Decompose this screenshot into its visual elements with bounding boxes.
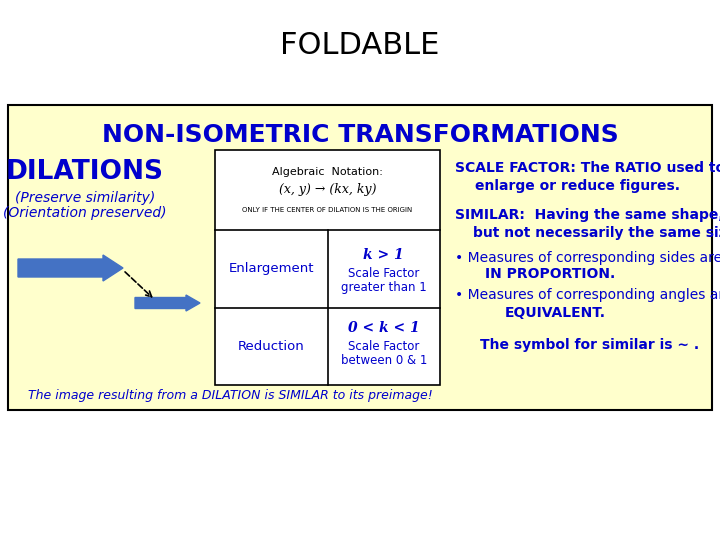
Text: SIMILAR:  Having the same shape,: SIMILAR: Having the same shape, (455, 208, 720, 222)
Text: Scale Factor: Scale Factor (348, 267, 420, 280)
Text: (Orientation preserved): (Orientation preserved) (4, 206, 167, 220)
Text: Reduction: Reduction (238, 340, 305, 353)
Text: The image resulting from a DILATION is SIMILAR to its preimage!: The image resulting from a DILATION is S… (27, 388, 433, 402)
Text: between 0 & 1: between 0 & 1 (341, 354, 427, 367)
FancyArrow shape (135, 295, 200, 311)
Text: but not necessarily the same size.: but not necessarily the same size. (473, 226, 720, 240)
Text: ONLY IF THE CENTER OF DILATION IS THE ORIGIN: ONLY IF THE CENTER OF DILATION IS THE OR… (243, 207, 413, 213)
Text: NON-ISOMETRIC TRANSFORMATIONS: NON-ISOMETRIC TRANSFORMATIONS (102, 123, 618, 147)
Text: Scale Factor: Scale Factor (348, 340, 420, 353)
Text: IN PROPORTION.: IN PROPORTION. (485, 267, 616, 281)
Text: greater than 1: greater than 1 (341, 281, 427, 294)
Text: Enlargement: Enlargement (228, 262, 314, 275)
FancyBboxPatch shape (215, 150, 440, 385)
Text: Algebraic  Notation:: Algebraic Notation: (272, 167, 383, 177)
Text: EQUIVALENT.: EQUIVALENT. (505, 306, 606, 320)
Text: 0 < k < 1: 0 < k < 1 (348, 321, 420, 335)
Text: (Preserve similarity): (Preserve similarity) (15, 191, 155, 205)
Text: FOLDABLE: FOLDABLE (280, 30, 440, 59)
Text: The symbol for similar is ∼ .: The symbol for similar is ∼ . (480, 338, 699, 352)
Text: (x, y) → (kx, ky): (x, y) → (kx, ky) (279, 184, 377, 197)
Text: k > 1: k > 1 (364, 248, 404, 262)
Text: enlarge or reduce figures.: enlarge or reduce figures. (475, 179, 680, 193)
Text: • Measures of corresponding sides are: • Measures of corresponding sides are (455, 251, 720, 265)
Text: SCALE FACTOR: The RATIO used to: SCALE FACTOR: The RATIO used to (455, 161, 720, 175)
Text: DILATIONS: DILATIONS (6, 159, 164, 185)
Text: • Measures of corresponding angles are: • Measures of corresponding angles are (455, 288, 720, 302)
FancyBboxPatch shape (8, 105, 712, 410)
FancyArrow shape (18, 255, 123, 281)
